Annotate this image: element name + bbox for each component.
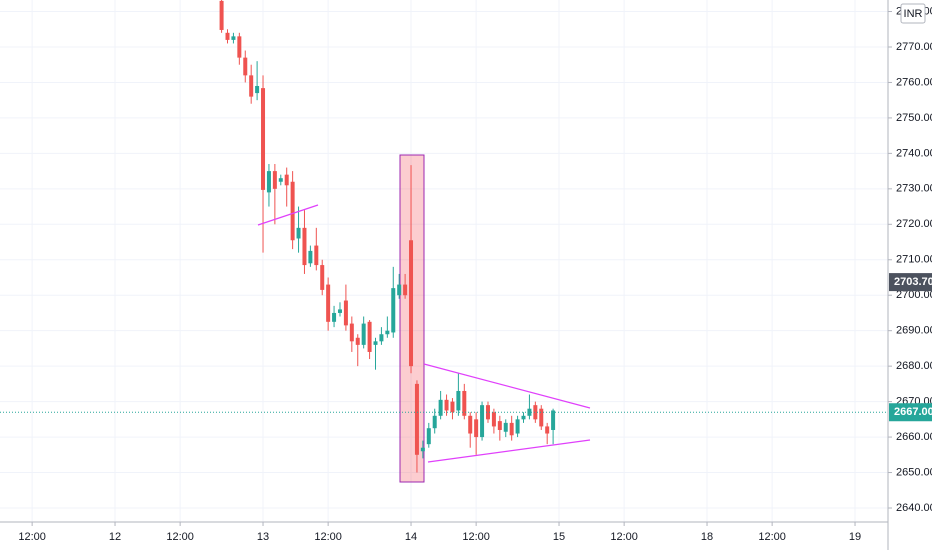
candle-body xyxy=(385,330,390,335)
candle-body xyxy=(432,415,437,429)
y-tick-label: 2700.00 xyxy=(896,289,932,301)
candle-body xyxy=(237,36,242,58)
candle-body xyxy=(497,421,502,430)
y-tick-label: 2740.00 xyxy=(896,147,932,159)
candle-body xyxy=(302,227,307,266)
candle-body xyxy=(485,405,490,420)
candle-body xyxy=(397,284,402,296)
y-tick-label: 2720.00 xyxy=(896,218,932,230)
candle-body xyxy=(320,265,325,290)
last-price-label: 2667.00 xyxy=(894,406,932,418)
currency-box xyxy=(900,3,926,24)
marker-price-badge xyxy=(889,273,932,292)
y-tick-label: 2710.00 xyxy=(896,254,932,266)
currency: INR xyxy=(904,8,923,20)
candle-body xyxy=(296,227,301,239)
candle-body xyxy=(414,383,419,455)
x-tick-label: 13 xyxy=(257,531,269,543)
grid xyxy=(0,0,888,522)
candle-body xyxy=(391,288,396,333)
candle-body xyxy=(308,250,313,264)
x-tick-label: 14 xyxy=(405,531,417,543)
candle-body xyxy=(367,321,372,352)
candle-body xyxy=(272,171,277,189)
candle-body xyxy=(539,408,544,427)
y-tick-label: 2750.00 xyxy=(896,112,932,124)
candle-body xyxy=(444,399,449,411)
candle-body xyxy=(225,32,230,40)
time-axis-panel xyxy=(0,522,888,550)
y-tick-label: 2680.00 xyxy=(896,360,932,372)
candle-body xyxy=(426,428,431,445)
candle-body xyxy=(326,284,331,322)
marker-price-label: 2703.70 xyxy=(894,276,932,288)
candle-body xyxy=(314,245,319,266)
candle-body xyxy=(551,410,556,430)
x-tick-label: 18 xyxy=(701,531,713,543)
candle-body xyxy=(249,75,254,97)
candle-body xyxy=(456,390,461,411)
y-tick-label: 2770.00 xyxy=(896,41,932,53)
candle-body xyxy=(491,412,496,427)
x-tick-label: 12:00 xyxy=(18,531,46,543)
candle-body xyxy=(462,390,467,416)
candle-body xyxy=(533,405,538,420)
candle-body xyxy=(361,323,366,345)
candle-body xyxy=(480,405,485,438)
x-tick-label: 12:00 xyxy=(166,531,194,543)
candles xyxy=(219,0,556,473)
candle-body xyxy=(515,419,520,434)
x-tick-label: 12:00 xyxy=(314,531,342,543)
x-tick-label: 12:00 xyxy=(610,531,638,543)
last-price-badge xyxy=(889,403,932,422)
candle-body xyxy=(266,171,271,193)
y-tick-label: 2660.00 xyxy=(896,431,932,443)
x-tick-label: 12:00 xyxy=(462,531,490,543)
candle-body xyxy=(403,284,408,296)
candle-body xyxy=(261,88,266,190)
triangle-lower-line xyxy=(427,439,591,463)
y-tick-label: 2690.00 xyxy=(896,325,932,337)
y-tick-label: 2730.00 xyxy=(896,183,932,195)
candle-body xyxy=(527,408,532,416)
candle-body xyxy=(379,334,384,342)
candle-body xyxy=(438,399,443,416)
candle-body xyxy=(284,174,289,186)
candle-body xyxy=(545,426,550,434)
candle-body xyxy=(243,57,248,76)
candle-body xyxy=(450,401,455,413)
candle-body xyxy=(343,300,348,326)
x-tick-label: 19 xyxy=(849,531,861,543)
candle-body xyxy=(332,312,337,322)
y-tick-label: 2650.00 xyxy=(896,466,932,478)
candle-body xyxy=(355,337,360,345)
x-tick-label: 15 xyxy=(553,531,565,543)
y-tick-label: 2760.00 xyxy=(896,76,932,88)
triangle-upper-line xyxy=(423,363,591,409)
candle-body xyxy=(255,85,260,94)
candle-body xyxy=(474,419,479,438)
candle-body xyxy=(503,422,508,432)
candle-body xyxy=(278,178,283,182)
candle-body xyxy=(468,415,473,434)
axes: 2640.002650.002660.002670.002680.002690.… xyxy=(18,5,932,543)
candle-body xyxy=(219,0,224,30)
candle-body xyxy=(521,415,526,420)
candle-body xyxy=(290,181,295,241)
candle-body xyxy=(373,341,378,345)
candle-body xyxy=(349,323,354,342)
y-tick-label: 2640.00 xyxy=(896,502,932,514)
x-tick-label: 12:00 xyxy=(758,531,786,543)
x-tick-label: 12 xyxy=(109,531,121,543)
candle-body xyxy=(231,36,236,40)
candle-body xyxy=(509,422,514,436)
candle-body xyxy=(337,309,342,313)
candle-body xyxy=(409,240,414,367)
candle-body xyxy=(420,447,425,452)
trend-line xyxy=(257,204,319,226)
